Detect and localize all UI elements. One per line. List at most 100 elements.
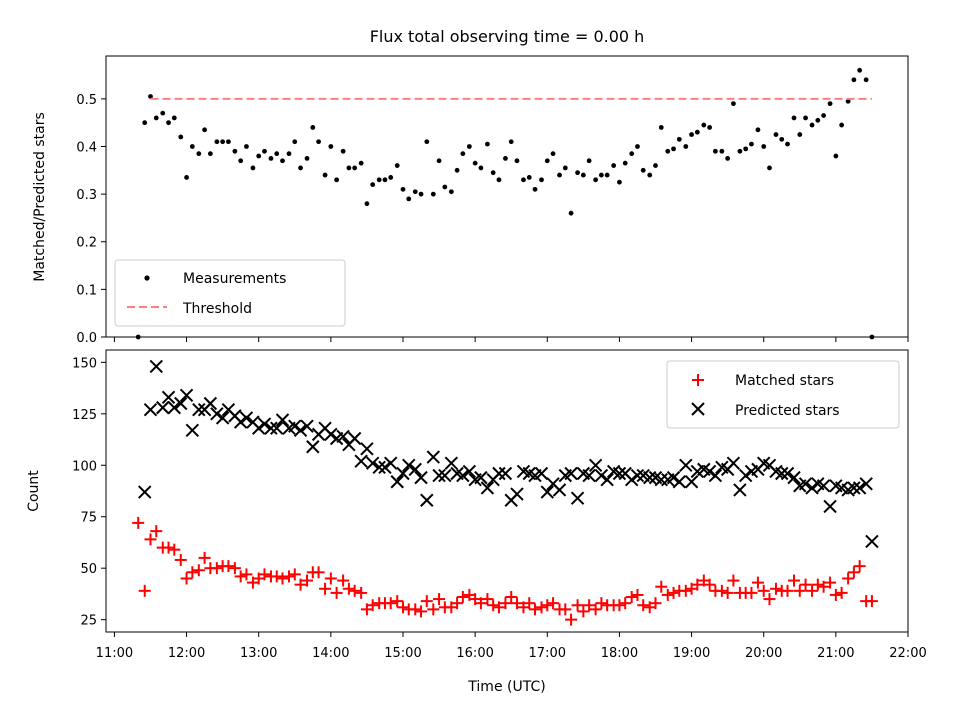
measurement-point [424, 139, 430, 145]
predicted-point [396, 466, 410, 481]
predicted-point [859, 477, 873, 491]
matched-point [384, 597, 397, 610]
measurement-point [232, 148, 238, 154]
predicted-point [444, 456, 459, 470]
predicted-point [233, 415, 248, 429]
predicted-point [420, 493, 434, 507]
matched-point [788, 574, 801, 587]
matched-point [793, 584, 806, 597]
measurement-point [394, 163, 400, 168]
predicted-point [402, 458, 416, 472]
measurement-point [496, 177, 502, 183]
measurement-point [472, 160, 478, 166]
measurement-point [611, 163, 617, 168]
count-legend-box [666, 360, 900, 429]
matched-point [853, 560, 866, 573]
measurement-point [207, 151, 213, 157]
matched-point [283, 570, 296, 583]
matched-point [330, 586, 343, 599]
matched-point [559, 603, 572, 616]
matched-point [535, 601, 548, 614]
ratio-x-axis-ticks [113, 337, 909, 342]
measurement-point [466, 144, 472, 149]
measurement-point [142, 120, 148, 126]
count-x-tick-label: 12:00 [168, 646, 205, 661]
matched-point [727, 574, 740, 587]
matched-point [481, 593, 494, 606]
count-x-tick-label: 19:00 [673, 646, 710, 661]
ratio-y-tick-label: 0.2 [76, 236, 97, 251]
predicted-point [360, 442, 374, 456]
measurement-point [352, 165, 358, 171]
measurement-point [737, 148, 743, 154]
predicted-point [306, 440, 320, 454]
matched-point [168, 543, 181, 556]
predicted-point [264, 421, 278, 435]
predicted-point [630, 468, 645, 483]
measurement-point [773, 132, 779, 137]
matched-point [186, 566, 199, 579]
count-y-tick-label: 100 [72, 459, 97, 474]
measurement-point [508, 139, 514, 145]
measurement-point [226, 139, 231, 145]
measurement-point [298, 165, 303, 171]
measurement-point [418, 191, 424, 197]
count-y-tick-label: 75 [80, 511, 97, 526]
measurement-point [761, 144, 767, 149]
count-x-tick-label: 15:00 [384, 646, 421, 661]
matched-point [619, 597, 632, 610]
matched-point [806, 584, 819, 597]
matched-point [420, 595, 433, 608]
predicted-point [666, 470, 681, 485]
predicted-point [474, 470, 488, 485]
predicted-point [365, 456, 380, 470]
count-y-axis-label: Count [26, 470, 42, 512]
ratio-panel: Flux total observing time = 0.00 h 0.00.… [32, 27, 909, 346]
ratio-legend-box [114, 259, 346, 327]
ratio-y-tick-label: 0.0 [76, 331, 97, 346]
measurement-point [406, 196, 412, 202]
measurement-point [454, 167, 460, 173]
measurement-point [503, 155, 508, 161]
measurement-point [598, 172, 604, 178]
measurement-point [809, 122, 815, 128]
predicted-point [738, 468, 753, 483]
matched-point [715, 584, 728, 597]
matched-point [132, 516, 145, 529]
measurement-point [388, 175, 394, 180]
matched-point [655, 580, 668, 593]
matched-point [842, 572, 855, 585]
matched-point [829, 588, 842, 601]
count-x-tick-label: 16:00 [456, 646, 493, 661]
predicted-point [179, 388, 194, 402]
measurement-point [430, 191, 436, 197]
matched-point [649, 597, 662, 610]
predicted-point [492, 466, 506, 481]
predicted-point [480, 481, 495, 495]
matched-point [492, 601, 505, 614]
measurement-point [604, 172, 610, 178]
matched-point [240, 568, 253, 581]
predicted-point [215, 411, 230, 425]
matched-point [162, 541, 175, 554]
measurement-point [544, 158, 550, 164]
measurement-point [340, 148, 346, 154]
count-x-tick-label: 11:00 [96, 646, 133, 661]
measurement-point [148, 94, 153, 99]
predicted-point [594, 468, 609, 483]
matched-point [847, 566, 860, 579]
measurement-point [485, 141, 490, 147]
count-x-tick-label: 14:00 [312, 646, 349, 661]
measurement-point [767, 165, 772, 171]
measurement-point [731, 101, 736, 107]
matched-point [301, 574, 314, 587]
predicted-point [733, 483, 747, 497]
measurement-point [196, 151, 202, 157]
legend-threshold-label: Threshold [182, 301, 252, 317]
measurement-point [586, 158, 592, 164]
matched-point [409, 603, 422, 616]
matched-point [757, 584, 770, 597]
measurement-point [286, 151, 292, 157]
measurement-point [839, 122, 845, 128]
